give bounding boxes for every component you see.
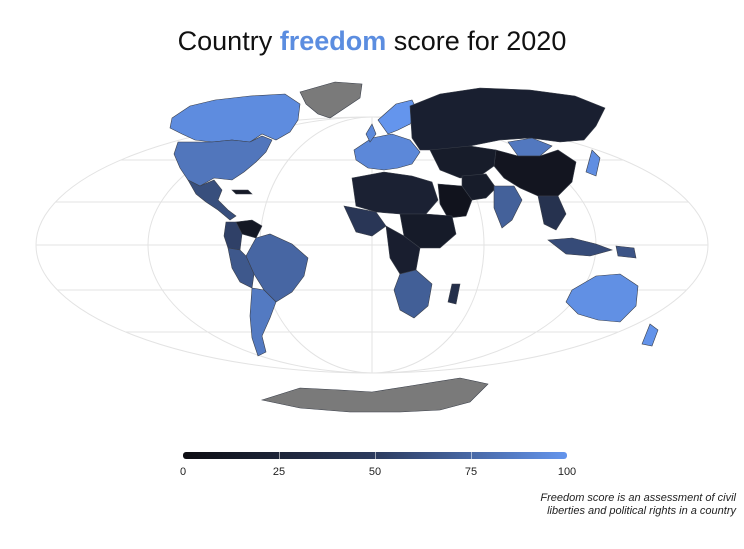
southern-africa xyxy=(393,269,433,319)
japan xyxy=(585,149,601,177)
greenland xyxy=(299,81,363,119)
iran xyxy=(461,173,497,201)
argentina xyxy=(249,287,277,357)
mexico xyxy=(187,179,237,221)
new-zealand xyxy=(641,323,659,347)
peru-bolivia xyxy=(227,247,255,289)
map-title: Country freedom score for 2020 xyxy=(0,26,744,57)
title-suffix: score for 2020 xyxy=(386,26,567,56)
russia xyxy=(409,87,606,151)
papua xyxy=(615,245,637,259)
australia xyxy=(565,273,639,323)
uk xyxy=(365,123,377,143)
central-asia xyxy=(429,145,497,179)
madagascar xyxy=(447,283,461,305)
cuba xyxy=(231,189,253,195)
tick-label: 100 xyxy=(557,466,577,478)
tick-label: 25 xyxy=(272,466,286,478)
indonesia xyxy=(547,237,613,257)
tick-mark xyxy=(471,452,472,459)
usa xyxy=(173,135,273,187)
canada xyxy=(169,93,301,143)
tick-mark xyxy=(375,452,376,459)
tick-label: 50 xyxy=(368,466,382,478)
title-prefix: Country xyxy=(177,26,280,56)
tick-mark xyxy=(279,452,280,459)
footnote-line-1: Freedom score is an assessment of civil xyxy=(540,492,736,504)
antarctica xyxy=(260,377,489,413)
north-africa xyxy=(351,171,439,215)
southeast-asia xyxy=(537,195,567,231)
title-highlight: freedom xyxy=(279,26,387,56)
land xyxy=(169,81,659,413)
western-europe xyxy=(353,133,421,171)
china xyxy=(493,149,577,197)
mongolia xyxy=(507,137,553,157)
footnote-line-2: liberties and political rights in a coun… xyxy=(547,505,736,517)
west-africa xyxy=(343,205,387,237)
india xyxy=(493,185,523,229)
tick-label: 0 xyxy=(179,466,187,478)
tick-label: 75 xyxy=(464,466,478,478)
footnote: Freedom score is an assessment of civil … xyxy=(540,492,736,518)
